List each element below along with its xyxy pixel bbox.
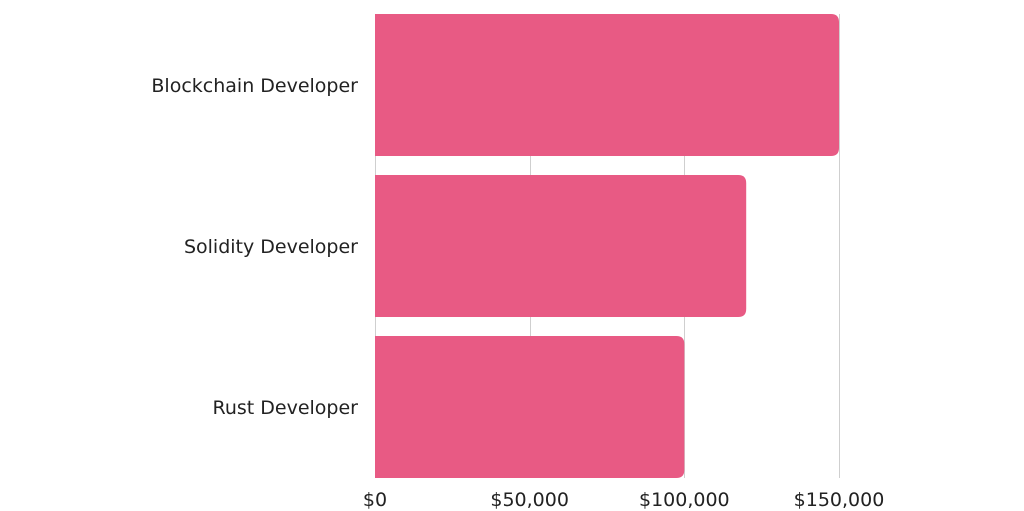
x-tick-label: $50,000 — [490, 489, 569, 511]
x-tick-label: $0 — [363, 489, 387, 511]
x-tick-label: $100,000 — [639, 489, 730, 511]
category-label: Blockchain Developer — [151, 75, 358, 97]
category-label: Rust Developer — [213, 397, 359, 419]
bar-rust-developer — [375, 336, 685, 478]
category-labels: Blockchain Developer Solidity Developer Ru… — [151, 75, 358, 419]
x-tick-label: $150,000 — [794, 489, 885, 511]
category-label: Solidity Developer — [184, 236, 358, 258]
bar-blockchain-developer — [375, 14, 839, 156]
bar-layer — [375, 14, 839, 478]
x-axis-tick-labels: $0 $50,000 $100,000 $150,000 — [363, 489, 884, 511]
bar-solidity-developer — [375, 175, 747, 317]
